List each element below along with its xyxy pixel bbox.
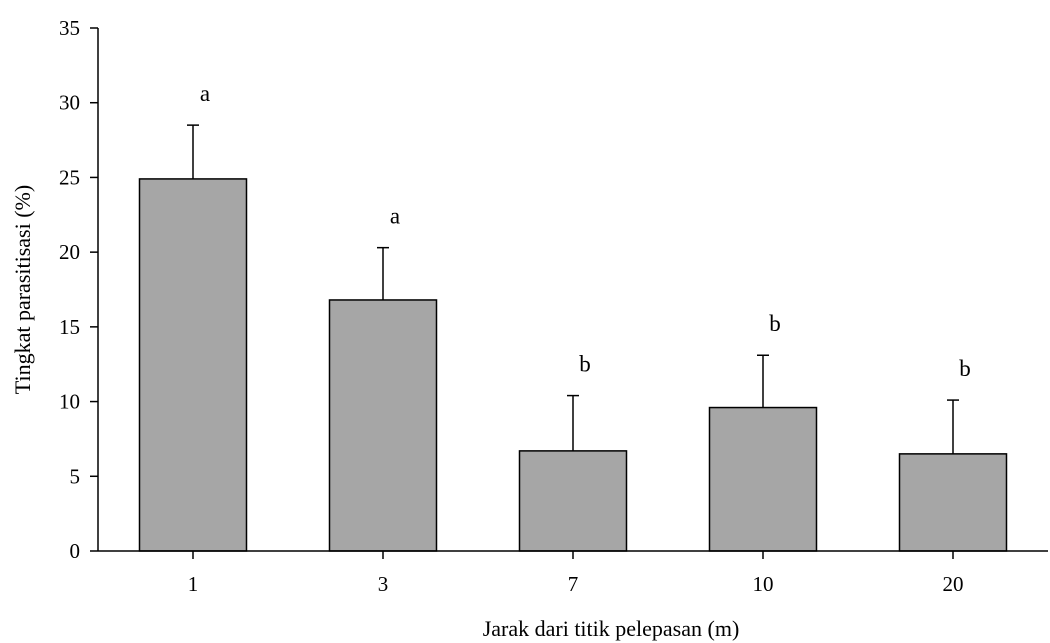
bar — [138, 178, 248, 552]
bars — [138, 178, 1008, 552]
y-tick-label: 5 — [70, 464, 81, 488]
y-tick-label: 25 — [59, 165, 80, 189]
bar — [898, 453, 1008, 552]
y-tick-label: 20 — [59, 240, 80, 264]
x-axis-ticks: 1 3 7 10 20 — [188, 551, 964, 596]
x-tick-label: 20 — [943, 572, 964, 596]
y-axis-label: Tingkat parasitisasi (%) — [10, 185, 35, 394]
significance-letters: a a b b b — [200, 81, 971, 381]
x-tick-label: 1 — [188, 572, 199, 596]
significance-letter: a — [200, 81, 210, 106]
y-tick-label: 35 — [59, 16, 80, 40]
y-tick-label: 10 — [59, 390, 80, 414]
x-tick-label: 7 — [568, 572, 579, 596]
significance-letter: b — [959, 356, 971, 381]
y-tick-label: 15 — [59, 315, 80, 339]
x-tick-label: 3 — [378, 572, 389, 596]
significance-letter: a — [390, 204, 400, 229]
bar — [328, 299, 438, 552]
significance-letter: b — [579, 352, 591, 377]
bar — [518, 450, 628, 552]
x-axis-label: Jarak dari titik pelepasan (m) — [483, 616, 740, 641]
y-tick-label: 30 — [59, 91, 80, 115]
significance-letter: b — [769, 311, 781, 336]
x-tick-label: 10 — [753, 572, 774, 596]
y-axis-ticks: 0 5 10 15 20 25 30 35 — [59, 16, 98, 563]
bar — [708, 406, 818, 552]
y-tick-label: 0 — [70, 539, 81, 563]
error-bars — [187, 124, 959, 454]
